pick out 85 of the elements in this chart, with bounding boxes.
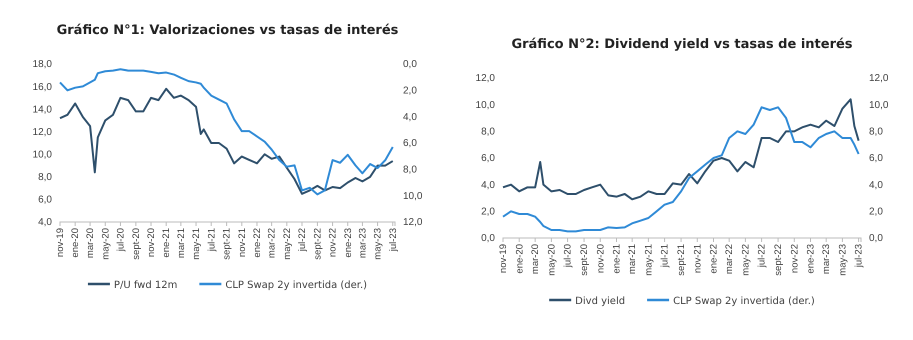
x-tick-label: mar-21 [176, 228, 187, 258]
x-tick-label: mar-20 [85, 228, 96, 258]
x-tick-label: mar-20 [530, 244, 542, 274]
x-tick-label: nov-21 [236, 228, 248, 258]
x-tick-label: mar-22 [266, 228, 278, 258]
x-tick-label: jul-21 [660, 244, 671, 268]
y2-tick-label: 10,0 [403, 190, 423, 202]
y-tick-label: 2,0 [481, 206, 496, 218]
x-tick-label: may-20 [546, 244, 558, 276]
x-tick-label: may-23 [837, 244, 848, 276]
x-tick-label: jul-23 [854, 244, 865, 268]
y-tick-label: 0,0 [481, 233, 496, 244]
x-tick-label: sept-21 [222, 228, 233, 260]
x-tick-label: jul-22 [297, 228, 308, 252]
x-tick-label: sept-22 [773, 244, 784, 276]
x-tick-label: mar-22 [724, 244, 736, 274]
y2-tick-label: 12,0 [869, 73, 889, 84]
y2-tick-label: 2,0 [403, 86, 418, 97]
x-tick-label: may-22 [282, 228, 293, 260]
line-series [502, 106, 860, 232]
y-tick-label: 10,0 [476, 100, 496, 111]
line-series [502, 98, 860, 200]
x-tick-label: jul-22 [756, 244, 768, 268]
x-tick-label: ene-23 [342, 228, 354, 258]
x-tick-label: ene-22 [708, 244, 720, 274]
line-series [59, 68, 394, 196]
x-tick-label: sept-21 [676, 244, 688, 276]
x-tick-label: mar-23 [357, 228, 368, 258]
y2-tick-label: 10,0 [869, 100, 889, 111]
x-tick-label: ene-20 [70, 228, 82, 258]
x-tick-label: jul-20 [562, 244, 574, 268]
y-tick-label: 8,0 [481, 126, 496, 138]
x-tick-label: may-23 [372, 228, 384, 260]
x-tick-label: nov-22 [328, 228, 339, 258]
x-tick-label: may-22 [740, 244, 752, 276]
y-tick-label: 4,0 [38, 217, 52, 228]
y2-tick-label: 4,0 [869, 180, 884, 191]
y2-tick-label: 8,0 [403, 164, 418, 176]
line-series [59, 88, 394, 195]
x-tick-label: may-21 [643, 244, 654, 276]
y-tick-label: 12,0 [476, 73, 496, 84]
legend-label: Divd yield [575, 296, 626, 307]
y2-tick-label: 0,0 [869, 233, 884, 244]
x-tick-label: nov-20 [146, 228, 158, 258]
x-tick-label: mar-23 [821, 244, 832, 274]
y-tick-label: 6,0 [481, 153, 496, 164]
y2-tick-label: 4,0 [403, 112, 418, 123]
legend-label: CLP Swap 2y invertida (der.) [225, 280, 368, 291]
y-tick-label: 4,0 [481, 180, 496, 191]
y2-tick-label: 6,0 [869, 153, 884, 164]
y-tick-label: 12,0 [32, 126, 52, 138]
x-tick-label: jul-21 [206, 228, 218, 252]
x-tick-label: ene-21 [161, 228, 172, 258]
x-tick-label: jul-23 [388, 228, 399, 252]
y-tick-label: 10,0 [32, 149, 52, 160]
chart-title: Gráfico N°1: Valorizaciones vs tasas de interés [56, 23, 399, 38]
x-tick-label: ene-23 [806, 244, 817, 274]
y-tick-label: 8,0 [38, 172, 52, 184]
y2-tick-label: 12,0 [403, 217, 423, 228]
y2-tick-label: 2,0 [869, 206, 884, 218]
x-tick-label: may-20 [100, 228, 112, 260]
y2-tick-label: 6,0 [403, 138, 418, 150]
x-tick-label: sept-20 [130, 228, 142, 260]
x-tick-label: jul-20 [115, 228, 126, 252]
x-tick-label: nov-19 [498, 244, 510, 274]
x-tick-label: nov-21 [692, 244, 704, 274]
y-tick-label: 6,0 [38, 194, 52, 206]
x-tick-label: nov-22 [789, 244, 800, 274]
x-tick-label: ene-21 [612, 244, 623, 274]
y-tick-label: 16,0 [32, 82, 52, 93]
x-tick-label: ene-22 [252, 228, 264, 258]
chart-title: Gráfico N°2: Dividend yield vs tasas de interés [511, 37, 853, 52]
x-tick-label: sept-20 [579, 244, 590, 276]
x-tick-label: nov-19 [55, 228, 66, 258]
y-tick-label: 18,0 [32, 59, 52, 70]
y2-tick-label: 8,0 [869, 126, 884, 138]
x-tick-label: ene-20 [514, 244, 526, 274]
y-tick-label: 14,0 [32, 104, 52, 116]
legend-label: CLP Swap 2y invertida (der.) [673, 296, 815, 307]
y2-tick-label: 0,0 [403, 59, 418, 70]
x-tick-label: nov-20 [595, 244, 606, 274]
x-tick-label: may-21 [191, 228, 202, 260]
legend-label: P/U fwd 12m [114, 280, 178, 291]
x-tick-label: mar-21 [627, 244, 638, 274]
x-tick-label: sept-22 [312, 228, 324, 260]
